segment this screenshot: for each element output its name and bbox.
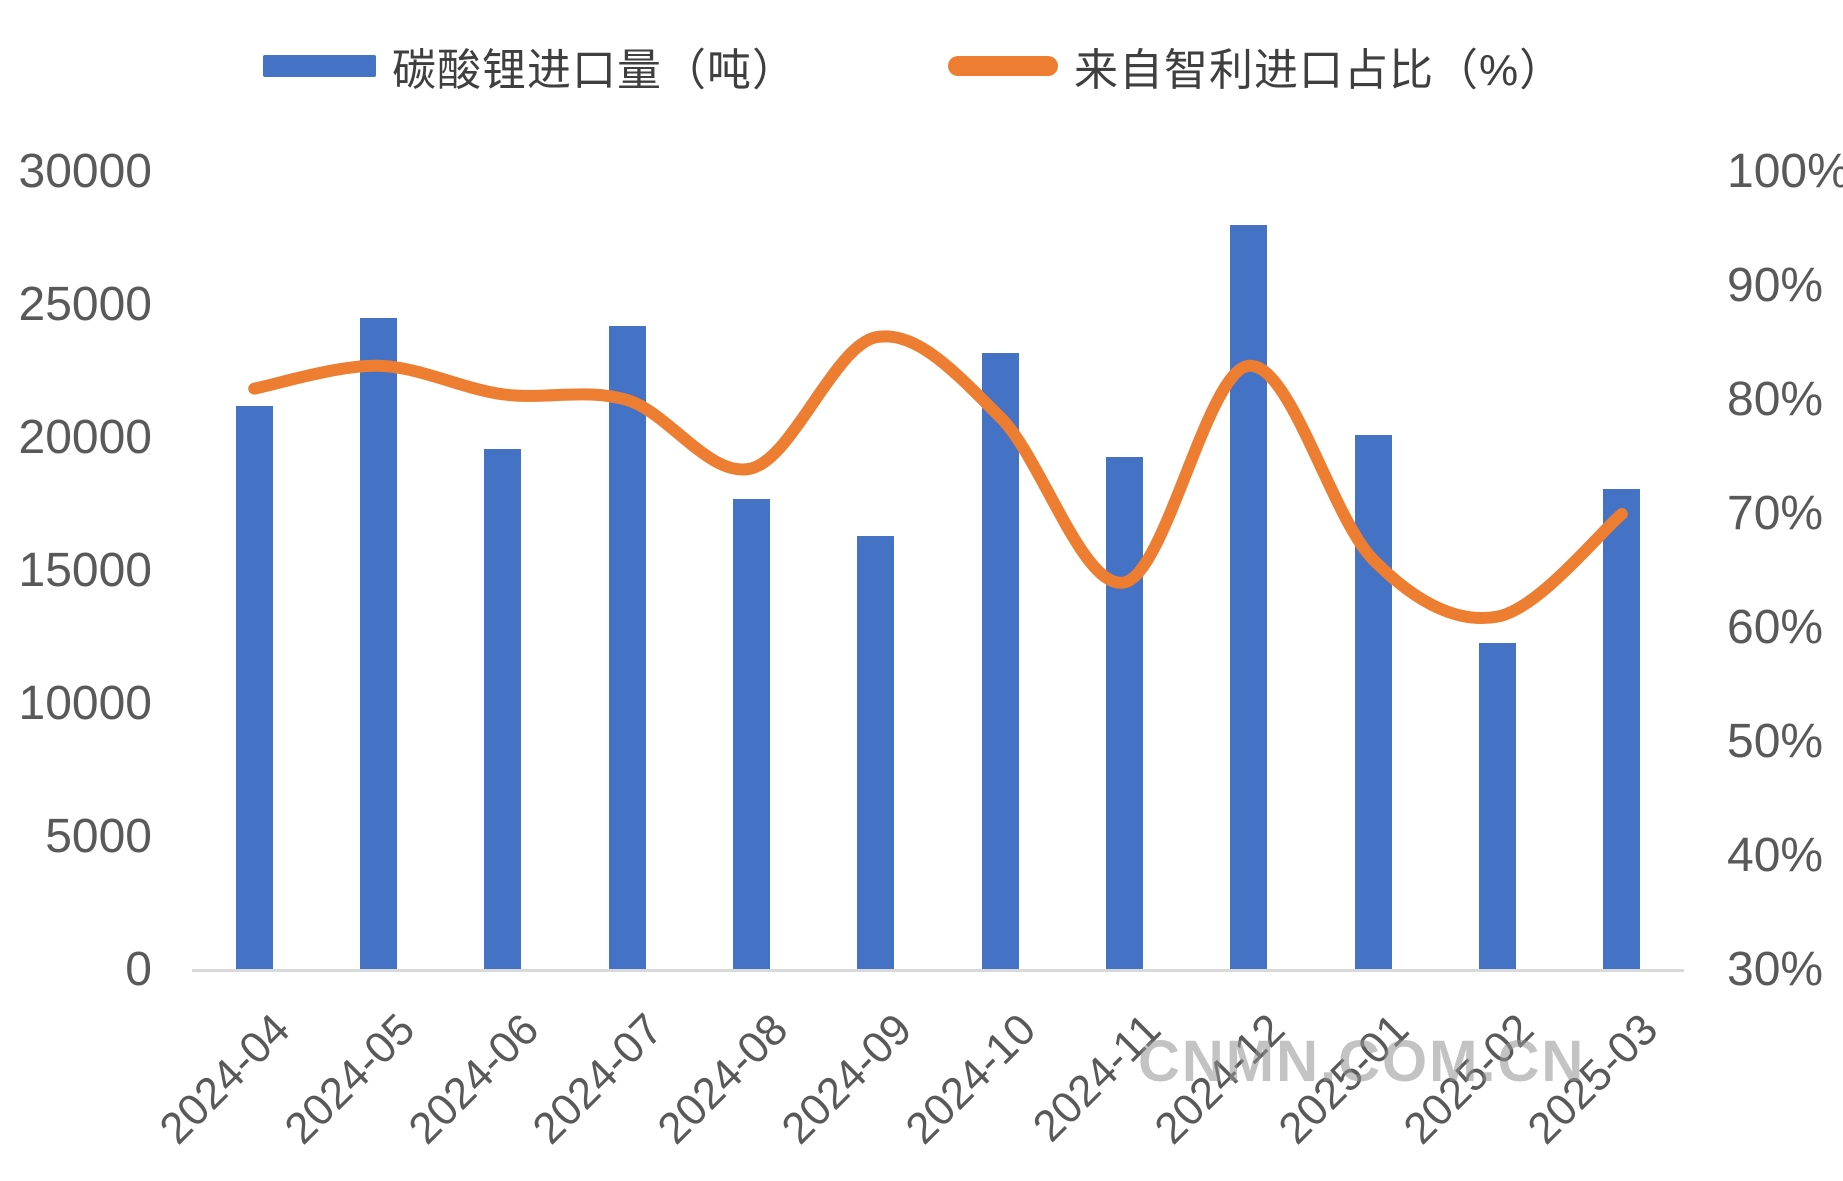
bar-2025-03 xyxy=(1603,488,1641,970)
bar-2024-06 xyxy=(484,448,522,970)
legend-item-chile-share: 来自智利进口占比（%） xyxy=(948,36,1564,96)
y-tick-right: 60% xyxy=(1727,601,1824,654)
y-tick-right: 30% xyxy=(1727,943,1824,996)
y-tick-right: 90% xyxy=(1727,259,1824,312)
bar-2024-12 xyxy=(1230,225,1268,970)
bar-2024-08 xyxy=(733,499,770,970)
bar-2024-07 xyxy=(608,326,646,970)
bar-2025-02 xyxy=(1479,642,1516,970)
bar-2024-11 xyxy=(1106,456,1143,970)
bar-2024-04 xyxy=(235,406,273,970)
y-tick-left: 15000 xyxy=(18,544,152,597)
watermark: CNMN.COM.CN xyxy=(1138,1029,1586,1094)
plot-area xyxy=(192,172,1684,970)
legend-line-label: 来自智利进口占比（%） xyxy=(1074,46,1565,95)
y-tick-right: 100% xyxy=(1727,145,1843,198)
legend-line-swatch xyxy=(948,56,1058,76)
y-tick-left: 5000 xyxy=(45,810,152,863)
bar-2025-01 xyxy=(1354,435,1392,970)
y-tick-left: 10000 xyxy=(18,677,152,730)
y-tick-left: 30000 xyxy=(18,145,152,198)
bar-2024-10 xyxy=(981,352,1019,970)
legend-bar-label: 碳酸锂进口量（吨） xyxy=(392,46,797,95)
legend: 碳酸锂进口量（吨） 来自智利进口占比（%） xyxy=(0,36,1843,96)
y-tick-right: 40% xyxy=(1727,829,1824,882)
y-tick-right: 50% xyxy=(1727,715,1824,768)
trend-line-layer xyxy=(248,330,1628,624)
bar-2024-09 xyxy=(857,536,895,970)
y-tick-right: 80% xyxy=(1727,373,1824,426)
legend-bar-swatch xyxy=(263,55,376,77)
y-tick-left: 20000 xyxy=(18,411,152,464)
y-tick-left: 25000 xyxy=(18,278,152,331)
y-tick-right: 70% xyxy=(1727,487,1824,540)
bar-2024-05 xyxy=(360,318,397,970)
x-axis-line xyxy=(192,969,1684,972)
trend-line-path xyxy=(248,330,1628,624)
y-tick-left: 0 xyxy=(125,943,152,996)
legend-item-import-volume: 碳酸锂进口量（吨） xyxy=(263,36,797,96)
